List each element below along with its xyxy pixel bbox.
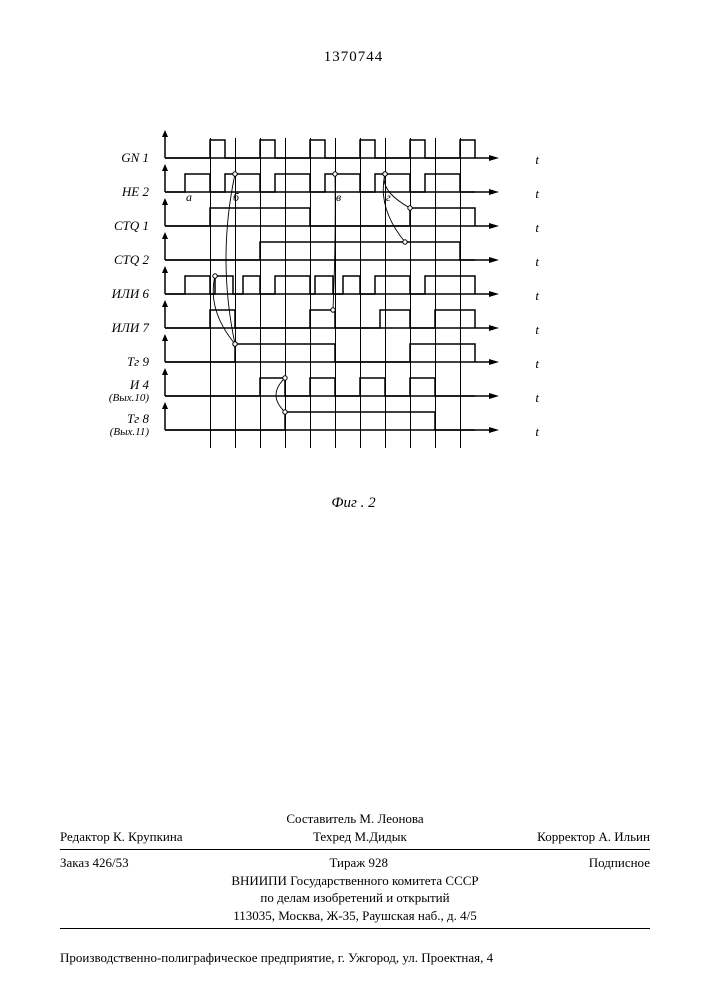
signal-label: СТQ 1 — [83, 218, 149, 234]
signal-label: И 4(Вых.10) — [83, 377, 149, 404]
time-axis-label: t — [535, 356, 539, 372]
order-number: Заказ 426/53 — [60, 854, 129, 872]
colophon: Составитель М. Леонова Редактор К. Крупк… — [60, 810, 650, 933]
corrector: Корректор А. Ильин — [537, 828, 650, 846]
signal-label: Тг 9 — [83, 354, 149, 370]
signal-label: GN 1 — [83, 150, 149, 166]
causality-overlay — [155, 130, 525, 446]
org-line-1: ВНИИПИ Государственного комитета СССР — [60, 872, 650, 890]
time-axis-label: t — [535, 424, 539, 440]
credits-row: Редактор К. Крупкина Техред М.Дидык Корр… — [60, 828, 650, 846]
document-number: 1370744 — [0, 49, 707, 66]
signal-label: Тг 8(Вых.11) — [83, 411, 149, 438]
techred: Техред М.Дидык — [313, 828, 407, 846]
signal-label: ИЛИ 6 — [83, 286, 149, 302]
signal-label: ИЛИ 7 — [83, 320, 149, 336]
rule — [60, 849, 650, 850]
compiler-line: Составитель М. Леонова — [60, 810, 650, 828]
time-axis-label: t — [535, 186, 539, 202]
podpisnoe: Подписное — [589, 854, 650, 872]
order-row: Заказ 426/53 Тираж 928 Подписное — [60, 854, 650, 872]
time-axis-label: t — [535, 390, 539, 406]
footer-line: Производственно-полиграфическое предприя… — [60, 950, 650, 966]
time-axis-label: t — [535, 220, 539, 236]
time-axis-label: t — [535, 288, 539, 304]
timing-diagram: абвгGN 1tНЕ 2tСТQ 1tСТQ 2tИЛИ 6tИЛИ 7tТг… — [155, 130, 525, 500]
time-axis-label: t — [535, 152, 539, 168]
page: 1370744 абвгGN 1tНЕ 2tСТQ 1tСТQ 2tИЛИ 6t… — [0, 0, 707, 1000]
signal-label: НЕ 2 — [83, 184, 149, 200]
figure-caption: Фиг . 2 — [0, 495, 707, 512]
editor: Редактор К. Крупкина — [60, 828, 183, 846]
tirazh: Тираж 928 — [329, 854, 388, 872]
org-line-2: по делам изобретений и открытий — [60, 889, 650, 907]
org-line-3: 113035, Москва, Ж-35, Раушская наб., д. … — [60, 907, 650, 925]
signal-label: СТQ 2 — [83, 252, 149, 268]
time-axis-label: t — [535, 254, 539, 270]
rule — [60, 928, 650, 929]
time-axis-label: t — [535, 322, 539, 338]
